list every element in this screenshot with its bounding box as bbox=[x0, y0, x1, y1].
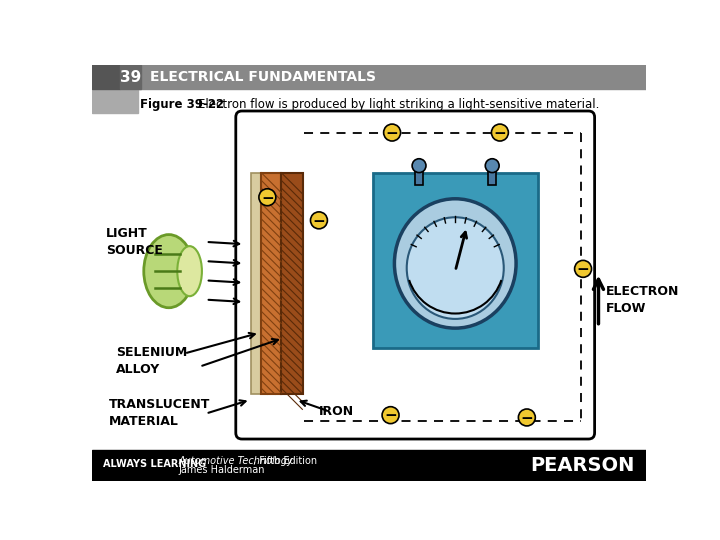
Circle shape bbox=[485, 159, 499, 173]
Bar bbox=[92, 450, 647, 481]
Text: −: − bbox=[577, 262, 590, 277]
Text: ELECTRICAL FUNDAMENTALS: ELECTRICAL FUNDAMENTALS bbox=[150, 70, 376, 84]
Circle shape bbox=[575, 260, 592, 278]
Text: −: − bbox=[493, 126, 506, 141]
Text: −: − bbox=[312, 214, 325, 228]
Text: −: − bbox=[261, 191, 274, 206]
Text: , Fifth Edition: , Fifth Edition bbox=[253, 456, 317, 465]
Text: ELECTRON
FLOW: ELECTRON FLOW bbox=[606, 285, 679, 315]
Text: SELENIUM
ALLOY: SELENIUM ALLOY bbox=[116, 346, 187, 376]
Ellipse shape bbox=[407, 217, 504, 319]
Ellipse shape bbox=[144, 234, 194, 308]
Text: Figure 39-22: Figure 39-22 bbox=[140, 98, 225, 111]
Bar bbox=[92, 90, 138, 112]
Ellipse shape bbox=[395, 199, 516, 328]
Circle shape bbox=[382, 407, 399, 423]
Text: Automotive Technology: Automotive Technology bbox=[178, 456, 293, 465]
Text: Electron flow is produced by light striking a light-sensitive material.: Electron flow is produced by light strik… bbox=[198, 98, 600, 111]
Circle shape bbox=[310, 212, 328, 229]
Bar bbox=[282, 173, 303, 394]
Text: 39: 39 bbox=[120, 70, 141, 85]
Circle shape bbox=[412, 159, 426, 173]
Text: James Halderman: James Halderman bbox=[178, 465, 264, 475]
Circle shape bbox=[518, 409, 536, 426]
Circle shape bbox=[259, 189, 276, 206]
Circle shape bbox=[492, 124, 508, 141]
Bar bbox=[261, 173, 282, 394]
Text: −: − bbox=[384, 408, 397, 423]
Text: −: − bbox=[521, 411, 534, 426]
Text: PEARSON: PEARSON bbox=[530, 456, 634, 475]
Bar bbox=[488, 168, 496, 185]
Bar bbox=[251, 173, 261, 394]
Bar bbox=[92, 65, 647, 90]
Bar bbox=[120, 65, 141, 90]
Text: LIGHT
SOURCE: LIGHT SOURCE bbox=[106, 227, 163, 257]
Bar bbox=[415, 168, 423, 185]
Text: IRON: IRON bbox=[319, 405, 354, 418]
Circle shape bbox=[384, 124, 400, 141]
Text: ALWAYS LEARNING: ALWAYS LEARNING bbox=[104, 458, 207, 469]
Bar bbox=[373, 173, 539, 348]
FancyBboxPatch shape bbox=[235, 111, 595, 439]
Text: −: − bbox=[386, 126, 398, 141]
Ellipse shape bbox=[177, 246, 202, 296]
Bar bbox=[92, 65, 120, 90]
Text: TRANSLUCENT
MATERIAL: TRANSLUCENT MATERIAL bbox=[109, 398, 210, 428]
